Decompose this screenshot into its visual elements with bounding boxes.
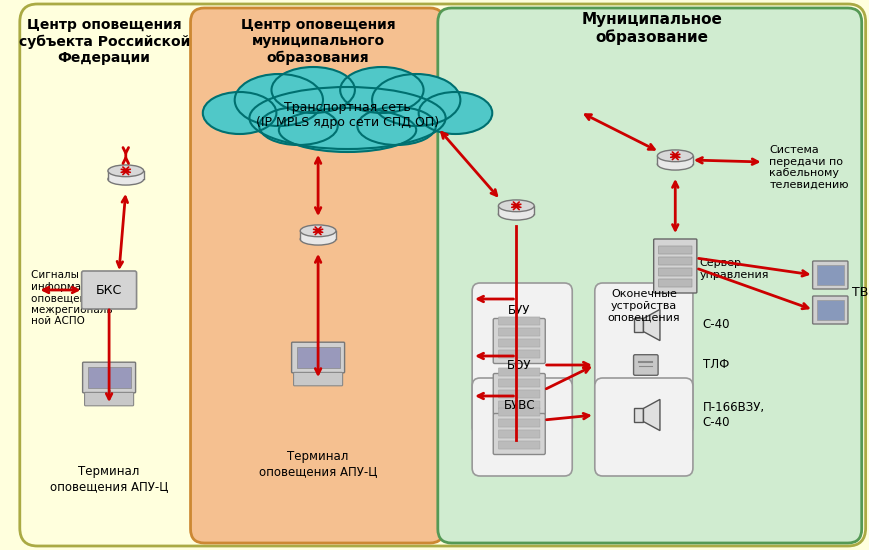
Text: Центр оповещения
субъекта Российской
Федерации: Центр оповещения субъекта Российской Фед… xyxy=(18,18,189,65)
FancyBboxPatch shape xyxy=(498,328,540,336)
FancyBboxPatch shape xyxy=(658,279,691,287)
Ellipse shape xyxy=(108,173,143,185)
FancyBboxPatch shape xyxy=(633,355,657,375)
Text: ТВ: ТВ xyxy=(851,287,867,300)
Polygon shape xyxy=(643,310,660,340)
Polygon shape xyxy=(498,206,534,214)
FancyBboxPatch shape xyxy=(816,300,843,320)
FancyBboxPatch shape xyxy=(291,342,344,373)
Ellipse shape xyxy=(372,74,460,126)
Polygon shape xyxy=(634,318,643,332)
FancyBboxPatch shape xyxy=(498,368,540,376)
FancyBboxPatch shape xyxy=(88,367,130,388)
Text: Терминал
оповещения АПУ-Ц: Терминал оповещения АПУ-Ц xyxy=(50,465,168,493)
Polygon shape xyxy=(300,231,335,239)
Polygon shape xyxy=(657,156,693,164)
Ellipse shape xyxy=(202,92,276,134)
Ellipse shape xyxy=(418,92,492,134)
FancyBboxPatch shape xyxy=(498,401,540,409)
Text: Сервер
управления: Сервер управления xyxy=(699,258,768,279)
FancyBboxPatch shape xyxy=(190,8,443,543)
FancyBboxPatch shape xyxy=(493,373,545,415)
FancyBboxPatch shape xyxy=(83,362,136,393)
Polygon shape xyxy=(634,409,643,422)
FancyBboxPatch shape xyxy=(84,392,134,406)
FancyBboxPatch shape xyxy=(498,379,540,387)
Text: БКС: БКС xyxy=(96,283,122,296)
FancyBboxPatch shape xyxy=(594,283,692,435)
Ellipse shape xyxy=(249,87,445,149)
FancyBboxPatch shape xyxy=(812,261,847,289)
Ellipse shape xyxy=(498,208,534,220)
Text: Транспортная сеть
(IP MPLS ядро сети СПД ОП): Транспортная сеть (IP MPLS ядро сети СПД… xyxy=(255,101,439,129)
FancyBboxPatch shape xyxy=(472,283,572,435)
FancyBboxPatch shape xyxy=(498,317,540,325)
FancyBboxPatch shape xyxy=(816,265,843,285)
FancyBboxPatch shape xyxy=(493,318,545,364)
FancyBboxPatch shape xyxy=(498,441,540,449)
Text: БУУ: БУУ xyxy=(507,304,530,317)
FancyBboxPatch shape xyxy=(594,378,692,476)
Text: П-166ВЗУ,
С-40: П-166ВЗУ, С-40 xyxy=(702,401,764,429)
Text: Муниципальное
образование: Муниципальное образование xyxy=(580,12,721,45)
FancyBboxPatch shape xyxy=(493,414,545,454)
Polygon shape xyxy=(643,399,660,431)
Ellipse shape xyxy=(108,165,143,177)
FancyBboxPatch shape xyxy=(437,8,860,543)
Text: ТЛФ: ТЛФ xyxy=(702,359,728,371)
Ellipse shape xyxy=(279,108,415,152)
Ellipse shape xyxy=(235,74,322,126)
Text: Центр оповещения
муниципального
образования: Центр оповещения муниципального образова… xyxy=(241,18,395,65)
Ellipse shape xyxy=(357,107,435,145)
Text: БОУ: БОУ xyxy=(507,359,531,372)
FancyBboxPatch shape xyxy=(293,372,342,386)
Ellipse shape xyxy=(340,67,423,113)
FancyBboxPatch shape xyxy=(498,350,540,358)
FancyBboxPatch shape xyxy=(498,339,540,347)
FancyBboxPatch shape xyxy=(498,408,540,416)
FancyBboxPatch shape xyxy=(472,378,572,476)
FancyBboxPatch shape xyxy=(20,4,865,546)
FancyBboxPatch shape xyxy=(296,347,339,368)
FancyBboxPatch shape xyxy=(658,257,691,265)
Polygon shape xyxy=(108,171,143,179)
FancyBboxPatch shape xyxy=(498,419,540,427)
Text: Оконечные
устройства
оповещения: Оконечные устройства оповещения xyxy=(607,289,680,322)
Ellipse shape xyxy=(259,107,337,145)
Text: Сигналы и
информация
оповещения от
межрегиональ
ной АСПО: Сигналы и информация оповещения от межре… xyxy=(30,270,115,326)
FancyBboxPatch shape xyxy=(498,430,540,438)
FancyBboxPatch shape xyxy=(653,239,696,293)
Text: Терминал
оповещения АПУ-Ц: Терминал оповещения АПУ-Ц xyxy=(259,450,377,478)
Text: С-40: С-40 xyxy=(702,318,729,332)
Text: БУВС: БУВС xyxy=(503,399,534,412)
Text: Система
передачи по
кабельному
телевидению: Система передачи по кабельному телевиден… xyxy=(768,145,848,190)
FancyBboxPatch shape xyxy=(658,268,691,276)
Ellipse shape xyxy=(300,225,335,236)
FancyBboxPatch shape xyxy=(812,296,847,324)
Ellipse shape xyxy=(657,158,693,170)
FancyBboxPatch shape xyxy=(498,390,540,398)
Ellipse shape xyxy=(300,233,335,245)
Ellipse shape xyxy=(657,150,693,162)
Ellipse shape xyxy=(271,67,355,113)
FancyBboxPatch shape xyxy=(82,271,136,309)
FancyBboxPatch shape xyxy=(658,246,691,254)
Ellipse shape xyxy=(498,200,534,212)
